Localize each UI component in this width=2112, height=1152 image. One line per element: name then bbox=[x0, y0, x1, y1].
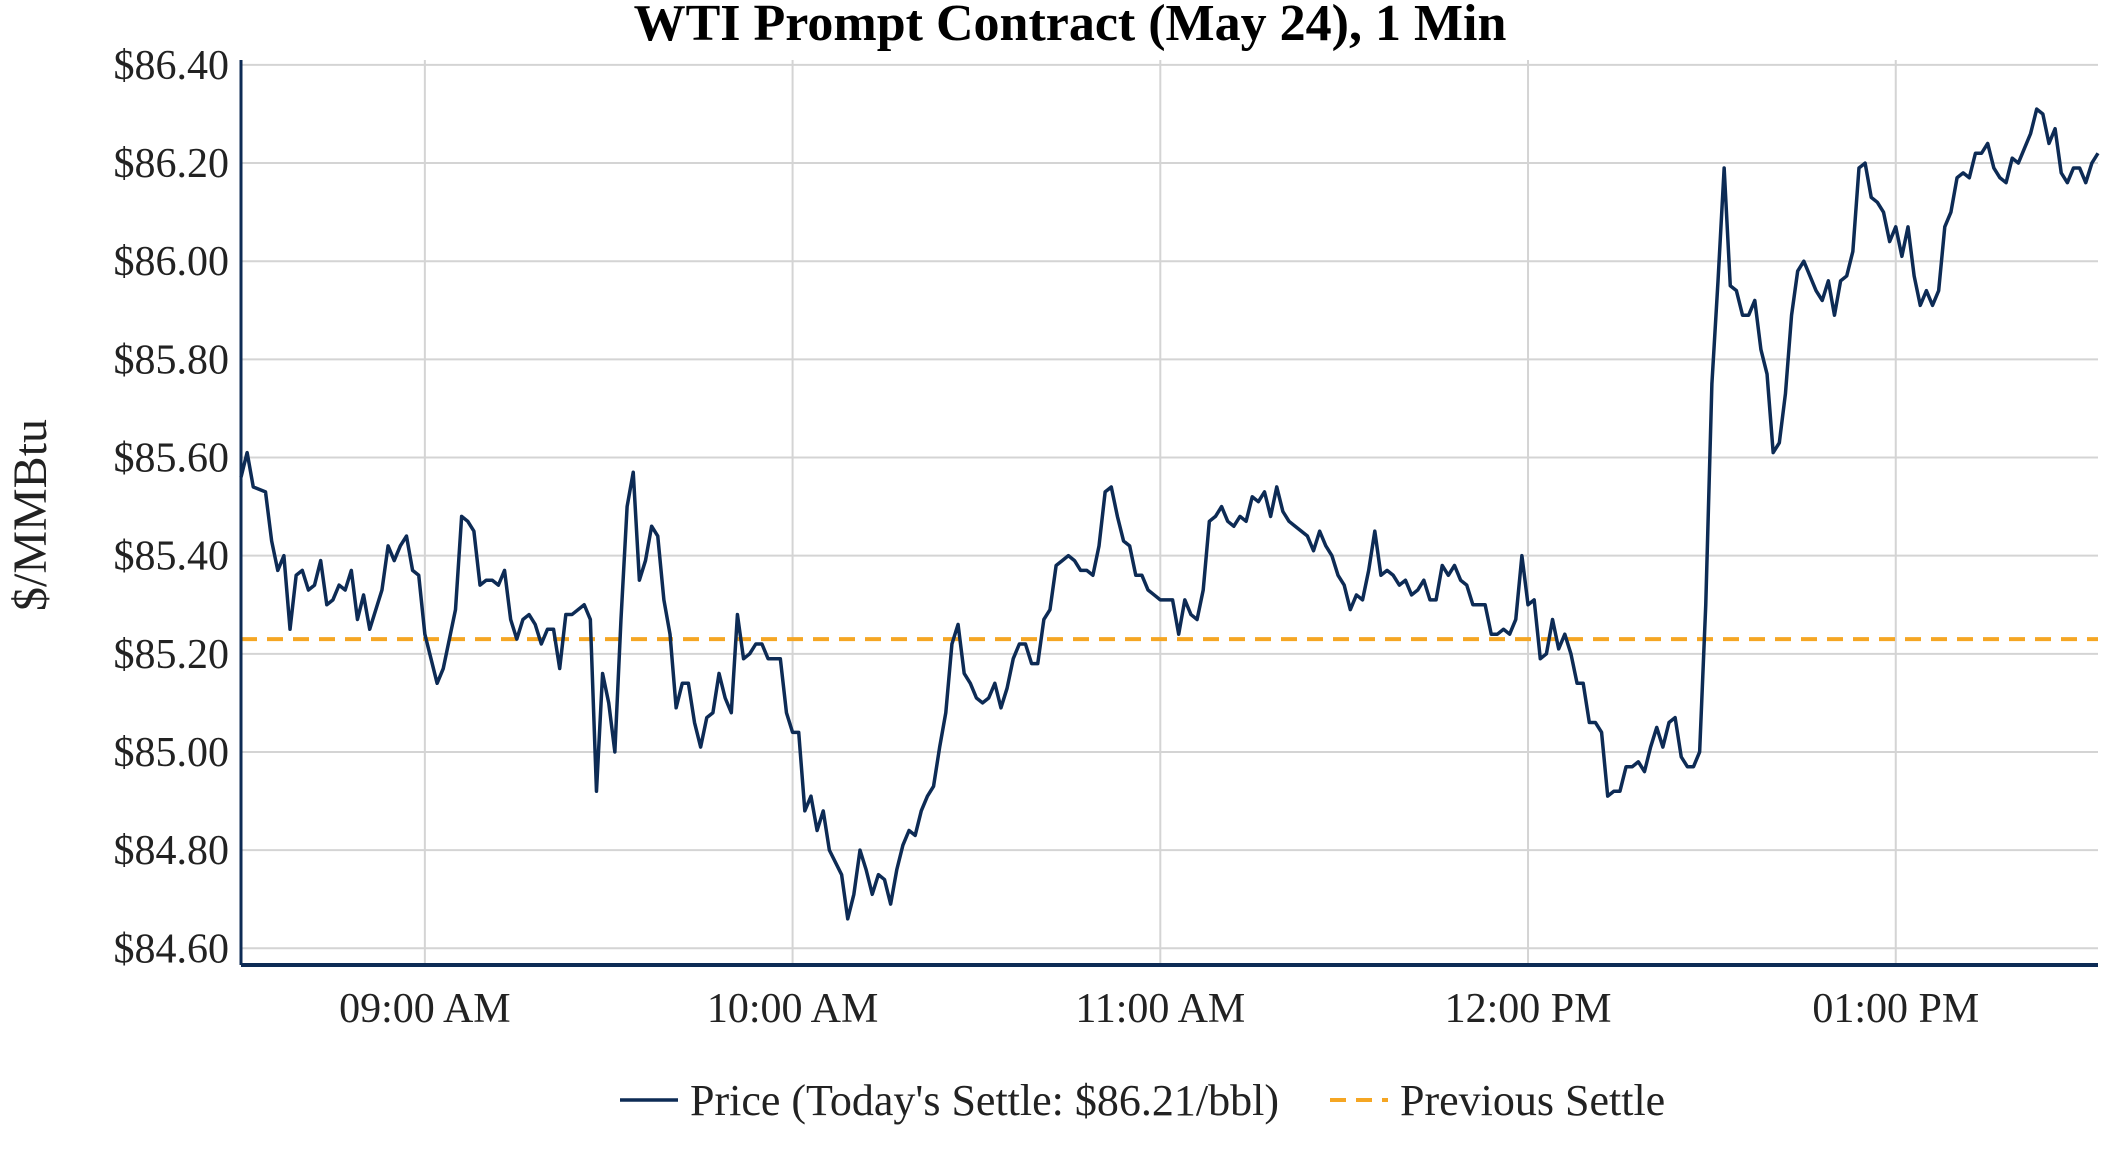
y-tick-label: $85.00 bbox=[114, 730, 230, 776]
legend: Price (Today's Settle: $86.21/bbl) Previo… bbox=[620, 1076, 1665, 1125]
legend-price-label: Price (Today's Settle: $86.21/bbl) bbox=[690, 1076, 1279, 1125]
x-tick-label: 09:00 AM bbox=[339, 986, 511, 1032]
y-axis-label: $/MMBtu bbox=[4, 419, 57, 611]
y-tick-label: $86.00 bbox=[114, 239, 230, 285]
x-ticks: 09:00 AM 10:00 AM 11:00 AM 12:00 PM 01:00 PM bbox=[339, 986, 1979, 1032]
x-tick-label: 12:00 PM bbox=[1445, 986, 1612, 1032]
y-tick-label: $84.60 bbox=[114, 926, 230, 972]
plot-series bbox=[239, 107, 2100, 921]
legend-previous-settle-label: Previous Settle bbox=[1400, 1076, 1665, 1125]
gridlines bbox=[241, 60, 2098, 963]
axes bbox=[239, 60, 2098, 967]
x-tick-label: 01:00 PM bbox=[1812, 986, 1979, 1032]
y-tick-label: $85.20 bbox=[114, 632, 230, 678]
y-tick-label: $85.60 bbox=[114, 436, 230, 482]
y-tick-label: $86.40 bbox=[114, 43, 230, 89]
y-tick-label: $85.80 bbox=[114, 337, 230, 383]
y-tick-label: $84.80 bbox=[114, 828, 230, 874]
chart-title: WTI Prompt Contract (May 24), 1 Min bbox=[634, 0, 1507, 52]
x-tick-label: 11:00 AM bbox=[1075, 986, 1245, 1032]
price-line bbox=[239, 107, 2100, 921]
y-tick-label: $85.40 bbox=[114, 534, 230, 580]
y-tick-label: $86.20 bbox=[114, 141, 230, 187]
y-ticks: $84.60 $84.80 $85.00 $85.20 $85.40 $85.60 $85.… bbox=[114, 43, 230, 972]
x-tick-label: 10:00 AM bbox=[707, 986, 879, 1032]
